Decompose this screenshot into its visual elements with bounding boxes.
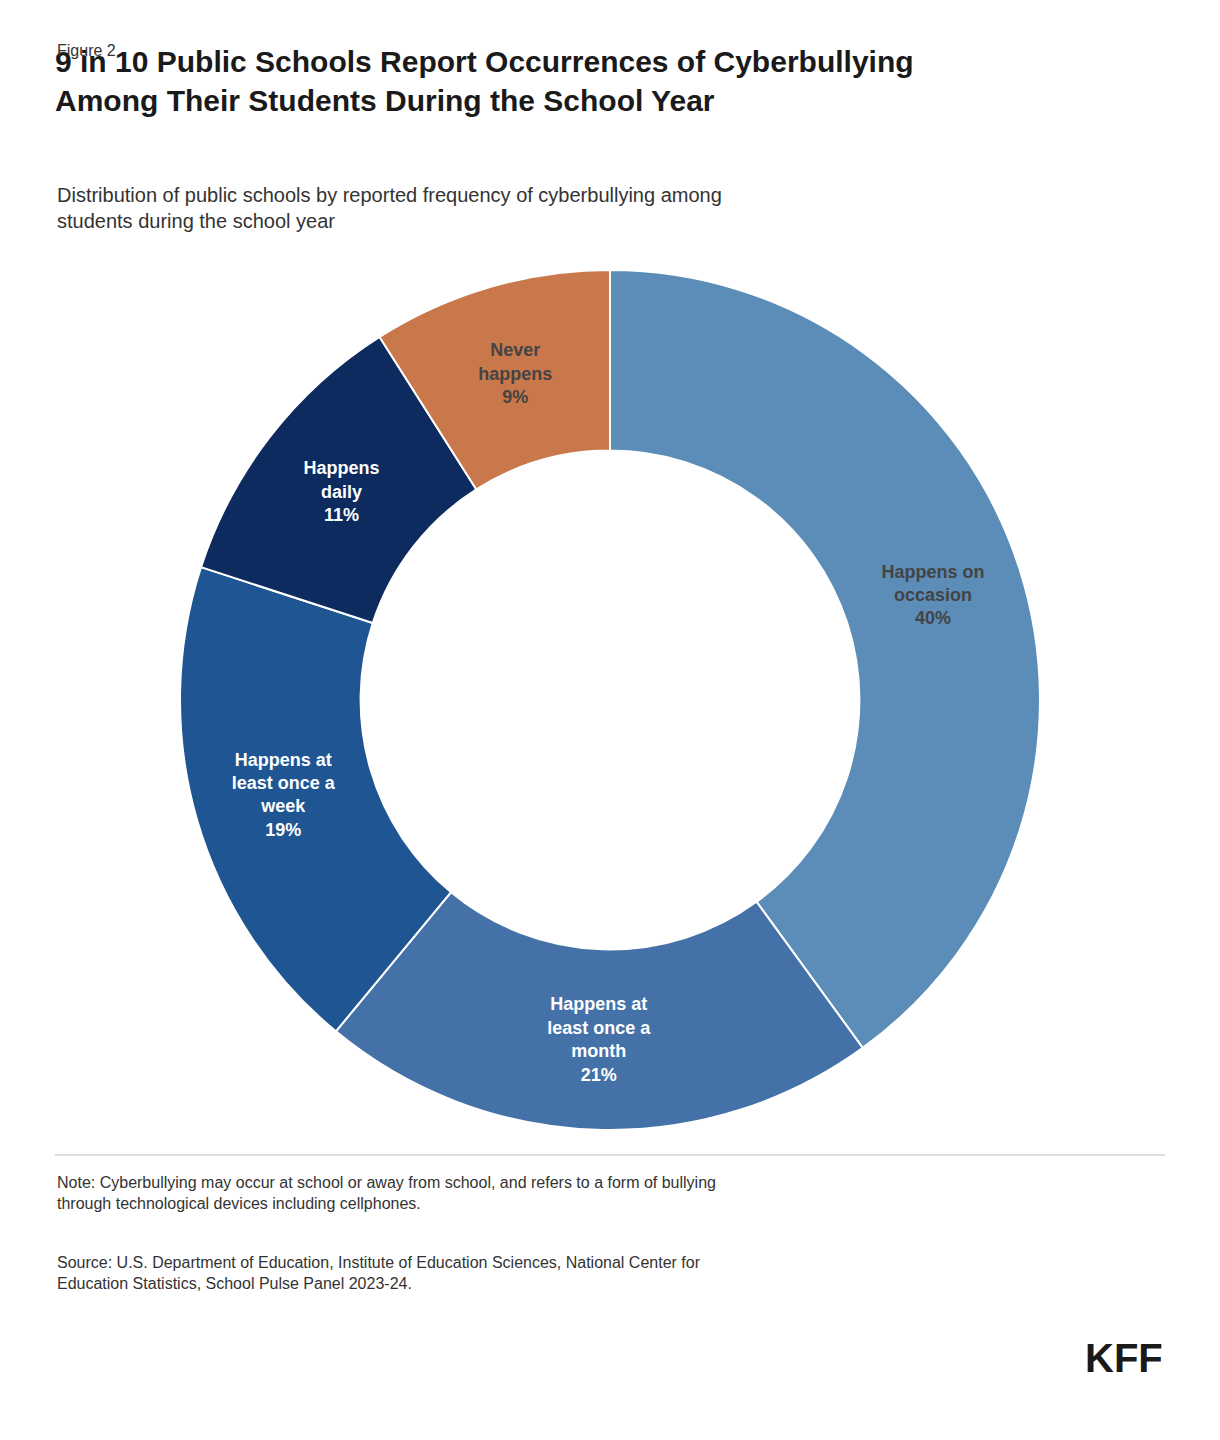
svg-text:Neverhappens9%: Neverhappens9% xyxy=(478,340,552,407)
svg-text:9 in 10 Public Schools Report: 9 in 10 Public Schools Report Occurrence… xyxy=(55,45,914,117)
svg-text:Note: Cyberbullying may occur: Note: Cyberbullying may occur at school … xyxy=(57,1174,716,1212)
svg-text:Source: U.S. Department of Edu: Source: U.S. Department of Education, In… xyxy=(57,1254,701,1292)
svg-text:Distribution of public schools: Distribution of public schools by report… xyxy=(57,184,722,232)
svg-text:Happens onoccasion40%: Happens onoccasion40% xyxy=(882,562,985,629)
svg-text:Happens atleast once amonth21%: Happens atleast once amonth21% xyxy=(547,994,651,1084)
svg-text:Happensdaily11%: Happensdaily11% xyxy=(304,458,380,525)
svg-text:Happens atleast once aweek19%: Happens atleast once aweek19% xyxy=(232,750,336,840)
svg-text:KFF: KFF xyxy=(1085,1336,1163,1380)
svg-text:Figure 2: Figure 2 xyxy=(57,42,116,59)
